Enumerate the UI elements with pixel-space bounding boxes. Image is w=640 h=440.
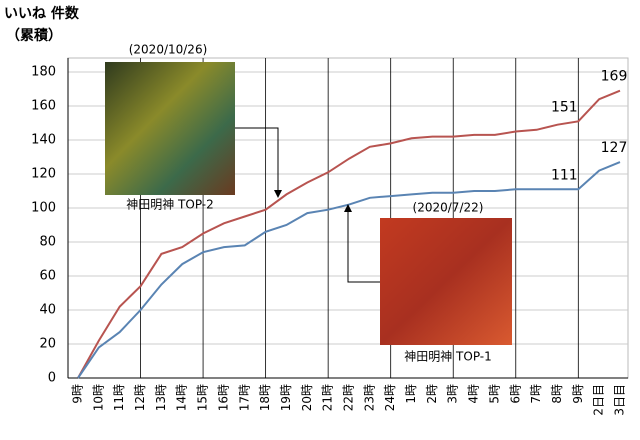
y-tick-label: 0 [48,371,56,386]
x-tick-label: 4時 [467,384,481,404]
x-tick-label: 9時 [71,384,85,404]
annotation-top2: (2020/10/26) 神田明神 TOP-2 [105,43,282,212]
arrow [344,204,380,283]
x-tick-label: 9時 [571,384,585,404]
annotation-label: 神田明神 TOP-2 [126,198,214,212]
x-tick-label: 6時 [508,384,522,404]
photo [105,62,235,195]
x-tick-label: 3時 [446,384,460,404]
photo [380,218,512,345]
x-tick-label: 8時 [550,384,564,404]
x-tick-label: 1時 [404,384,418,404]
x-tick-label: 14時 [175,384,189,411]
y-tick-label: 120 [31,167,56,182]
x-tick-label: 23時 [362,384,376,411]
data-label: 151 [551,99,578,115]
annotation-date: (2020/7/22) [413,201,484,215]
x-tick-label: 20時 [300,384,314,411]
y-tick-label: 180 [31,65,56,80]
x-tick-label: 21時 [321,384,335,411]
x-tick-label: 13時 [154,384,168,411]
x-tick-label: 2時 [425,384,439,404]
x-tick-label: 11時 [112,384,126,411]
y-tick-label: 100 [31,201,56,216]
y-tick-label: 140 [31,133,56,148]
x-tick-label: 10時 [91,384,105,411]
data-label: 127 [601,140,628,156]
annotation-label: 神田明神 TOP-1 [404,350,492,364]
x-tick-label: 12時 [133,384,147,411]
data-label: 169 [601,69,628,85]
y-tick-label: 60 [39,269,56,284]
y-axis-title: （累積） [6,27,62,44]
x-tick-label: 16時 [216,384,230,411]
y-axis-title: いいね 件数 [4,5,80,22]
annotation-top1: (2020/7/22) 神田明神 TOP-1 [344,201,512,364]
x-tick-label: 15時 [196,384,210,411]
y-tick-label: 80 [39,235,56,250]
x-tick-label: 19時 [279,384,293,411]
x-tick-label: 5時 [487,384,501,404]
x-tick-label: 7時 [529,384,543,404]
arrow [235,127,282,198]
y-tick-label: 40 [39,303,56,318]
y-tick-label: 160 [31,99,56,114]
x-tick-label: 17時 [237,384,251,411]
x-tick-label: 2日目 [592,384,606,416]
data-label: 111 [551,167,578,183]
y-tick-label: 20 [39,337,56,352]
x-tick-label: 18時 [258,384,272,411]
x-tick-label: 22時 [342,384,356,411]
series-line [77,89,621,379]
annotation-date: (2020/10/26) [129,43,208,57]
x-tick-label: 24時 [383,384,397,411]
x-tick-label: 3日目 [613,384,627,416]
